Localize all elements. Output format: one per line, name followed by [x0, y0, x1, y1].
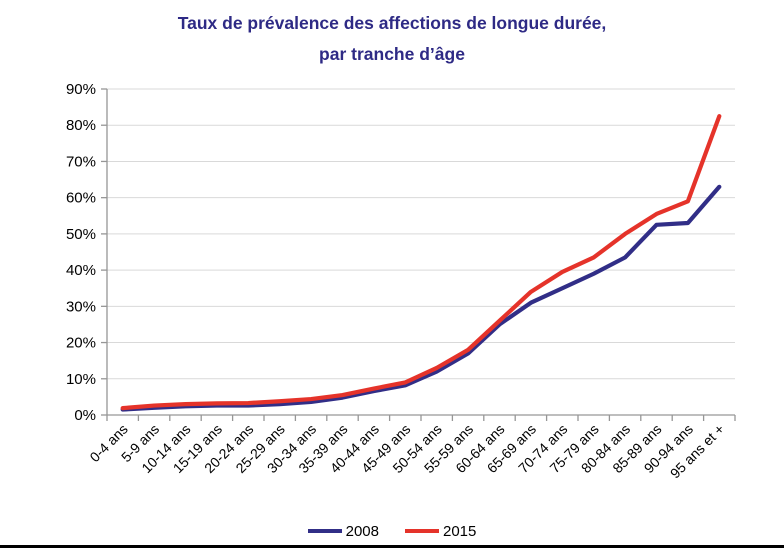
- series-line-2008: [120, 184, 722, 412]
- y-tick-label: 30%: [66, 298, 96, 315]
- y-tick-label: 50%: [66, 226, 96, 243]
- y-tick-label: 40%: [66, 262, 96, 279]
- legend-item-2015: 2015: [405, 523, 476, 540]
- y-tick-label: 10%: [66, 371, 96, 388]
- legend: 2008 2015: [0, 520, 784, 542]
- legend-line-icon-2015: [405, 529, 439, 533]
- y-tick-label: 60%: [66, 190, 96, 207]
- y-tick-label: 90%: [66, 81, 96, 98]
- legend-label-2008: 2008: [345, 522, 379, 540]
- y-tick-label: 20%: [66, 335, 96, 352]
- chart-title-line1: Taux de prévalence des affections de lon…: [177, 13, 607, 33]
- footer-rule: [0, 545, 784, 548]
- legend-line-icon-2008: [307, 529, 342, 533]
- legend-item-2008: 2008: [307, 522, 379, 540]
- legend-label-2015: 2015: [443, 522, 477, 540]
- chart-title-line2: par tranche d’âge: [319, 44, 465, 64]
- y-tick-label: 80%: [66, 117, 96, 134]
- series-line-2015: [120, 114, 722, 411]
- chart-title: Taux de prévalence des affections de lon…: [0, 8, 784, 70]
- y-tick-label: 0%: [74, 407, 96, 424]
- y-tick-label: 70%: [66, 153, 96, 170]
